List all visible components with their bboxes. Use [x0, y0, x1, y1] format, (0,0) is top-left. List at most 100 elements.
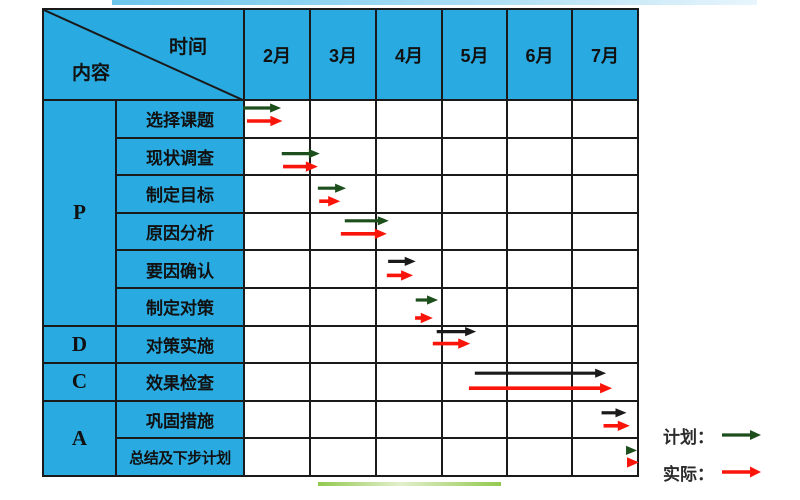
- grid-cell: [441, 99, 508, 139]
- grid-cell: [309, 211, 377, 252]
- grid-cell: [506, 437, 573, 477]
- task-label: 制定目标: [115, 174, 245, 214]
- task-label: 效果检查: [115, 362, 245, 402]
- grid-cell: [571, 437, 639, 477]
- time-axis-label: 时间: [168, 37, 207, 58]
- task-row: D 对策实施: [42, 324, 639, 365]
- grid-cell: [243, 174, 311, 214]
- grid-cell: [243, 211, 311, 252]
- grid-cell: [243, 437, 311, 477]
- grid-cell: [441, 211, 508, 252]
- grid-cell: [571, 174, 639, 214]
- grid-cell: [375, 362, 443, 402]
- grid-cell: [506, 174, 573, 214]
- grid-cell: [375, 249, 443, 289]
- task-row: 现状调查: [43, 136, 639, 177]
- task-label: 总结及下步计划: [115, 437, 245, 477]
- grid-cell: [309, 399, 377, 440]
- task-row: 制定对策: [43, 286, 639, 327]
- grid-cell: [506, 324, 573, 365]
- corner-cell: 时间 内容: [42, 8, 245, 101]
- grid-cell: [571, 286, 639, 327]
- grid-cell: [571, 211, 639, 252]
- task-row: 总结及下步计划: [43, 437, 639, 477]
- grid-cell: [506, 249, 573, 289]
- task-label: 要因确认: [115, 249, 245, 289]
- task-label: 原因分析: [115, 211, 245, 252]
- legend: 计划： 实际：: [663, 420, 762, 494]
- month-header-jun: 6月: [506, 8, 573, 101]
- legend-actual: 实际：: [663, 457, 762, 487]
- grid-cell: [309, 99, 377, 139]
- grid-cell: [375, 99, 443, 139]
- month-header-may: 5月: [441, 8, 508, 101]
- legend-plan: 计划：: [663, 420, 762, 450]
- grid-cell: [375, 437, 443, 477]
- grid-cell: [375, 136, 443, 177]
- phase-cell-p: P: [42, 99, 117, 327]
- task-row: 制定目标: [43, 174, 639, 214]
- grid-cell: [571, 362, 639, 402]
- grid-cell: [375, 174, 443, 214]
- month-header-feb: 2月: [243, 8, 311, 101]
- task-label: 选择课题: [115, 99, 245, 139]
- task-row: P 选择课题: [42, 99, 639, 327]
- grid-cell: [441, 324, 508, 365]
- grid-cell: [243, 249, 311, 289]
- grid-cell: [375, 286, 443, 327]
- content-axis-label: 内容: [72, 63, 111, 84]
- grid-cell: [243, 324, 311, 365]
- grid-cell: [441, 136, 508, 177]
- grid-cell: [309, 324, 377, 365]
- grid-cell: [571, 136, 639, 177]
- grid-cell: [243, 399, 311, 440]
- grid-cell: [243, 362, 311, 402]
- grid-cell: [506, 286, 573, 327]
- legend-actual-label: 实际：: [663, 464, 714, 484]
- legend-plan-label: 计划：: [663, 427, 714, 447]
- grid-cell: [441, 399, 508, 440]
- grid-cell: [571, 249, 639, 289]
- grid-cell: [571, 99, 639, 139]
- gantt-table: 时间 内容 2月 3月 4月 5月 6月 7月 P 选择课题 现状调查 制定目标: [42, 8, 639, 477]
- phase-cell-a: A: [42, 399, 117, 477]
- grid-cell: [506, 211, 573, 252]
- grid-cell: [309, 174, 377, 214]
- top-accent-strip: [112, 0, 757, 5]
- grid-cell: [441, 174, 508, 214]
- grid-cell: [243, 99, 311, 139]
- grid-cell: [441, 249, 508, 289]
- grid-cell: [571, 399, 639, 440]
- phase-cell-c: C: [42, 362, 117, 402]
- grid-cell: [309, 437, 377, 477]
- grid-cell: [441, 286, 508, 327]
- grid-cell: [506, 362, 573, 402]
- grid-cell: [375, 211, 443, 252]
- grid-cell: [506, 136, 573, 177]
- task-row: 要因确认: [43, 249, 639, 289]
- grid-cell: [309, 286, 377, 327]
- grid-cell: [243, 136, 311, 177]
- header-row: 时间 内容 2月 3月 4月 5月 6月 7月: [42, 8, 639, 101]
- task-row: 原因分析: [43, 211, 639, 252]
- month-header-jul: 7月: [571, 8, 639, 101]
- grid-cell: [375, 399, 443, 440]
- grid-cell: [571, 324, 639, 365]
- task-label: 现状调查: [115, 136, 245, 177]
- grid-cell: [441, 437, 508, 477]
- grid-cell: [506, 399, 573, 440]
- grid-cell: [441, 362, 508, 402]
- month-header-mar: 3月: [309, 8, 377, 101]
- grid-cell: [375, 324, 443, 365]
- grid-cell: [506, 99, 573, 139]
- actual-arrow-icon: [722, 466, 761, 478]
- task-label: 巩固措施: [115, 399, 245, 440]
- task-row: C 效果检查: [42, 362, 639, 402]
- task-row: A 巩固措施: [42, 399, 639, 477]
- bottom-accent-strip: [318, 482, 501, 486]
- grid-cell: [309, 249, 377, 289]
- month-header-apr: 4月: [375, 8, 443, 101]
- gantt-table-wrap: 时间 内容 2月 3月 4月 5月 6月 7月 P 选择课题 现状调查 制定目标: [42, 8, 639, 477]
- plan-arrow-icon: [722, 430, 761, 440]
- grid-cell: [309, 136, 377, 177]
